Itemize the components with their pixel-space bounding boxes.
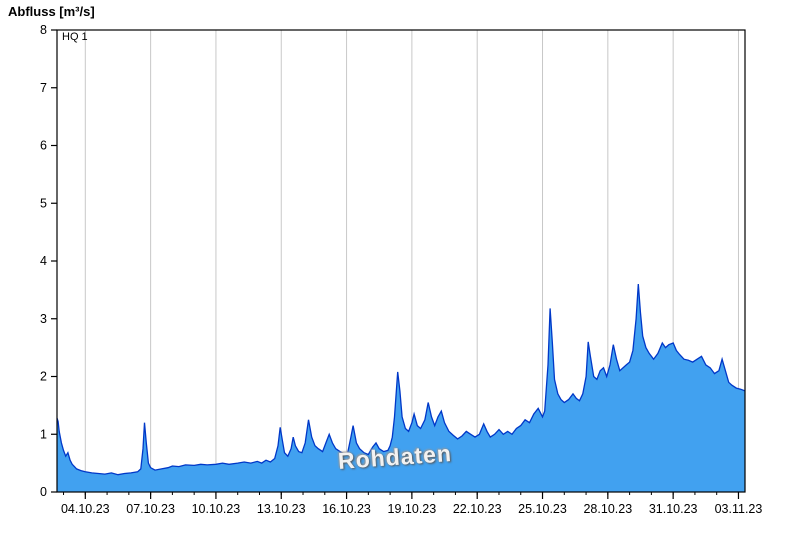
discharge-area: [57, 284, 745, 492]
y-axis-tick-label: 2: [40, 370, 47, 384]
x-axis-tick-label: 04.10.23: [61, 502, 110, 516]
x-axis-tick-label: 13.10.23: [257, 502, 306, 516]
x-axis-tick-label: 25.10.23: [518, 502, 567, 516]
discharge-line: [56, 284, 746, 476]
x-axis-tick-label: 22.10.23: [453, 502, 502, 516]
y-axis-tick-label: 5: [40, 196, 47, 210]
x-axis-tick-label: 31.10.23: [649, 502, 698, 516]
y-axis-tick-label: 0: [40, 485, 47, 499]
chart-title: Abfluss [m³/s]: [8, 4, 95, 19]
x-axis-tick-label: 16.10.23: [322, 502, 371, 516]
x-axis-tick-label: 19.10.23: [388, 502, 437, 516]
y-axis-tick-label: 4: [40, 254, 47, 268]
hq1-threshold-label: HQ 1: [62, 31, 88, 43]
x-axis-tick-label: 10.10.23: [192, 502, 241, 516]
y-axis-tick-label: 3: [40, 312, 47, 326]
x-axis-tick-label: 03.11.23: [715, 502, 763, 516]
y-axis-tick-label: 8: [40, 23, 47, 37]
y-axis-tick-label: 1: [40, 427, 47, 441]
x-axis-tick-label: 07.10.23: [126, 502, 175, 516]
x-axis-tick-label: 28.10.23: [583, 502, 632, 516]
y-axis-tick-label: 7: [40, 81, 47, 95]
y-axis-tick-label: 6: [40, 139, 47, 153]
